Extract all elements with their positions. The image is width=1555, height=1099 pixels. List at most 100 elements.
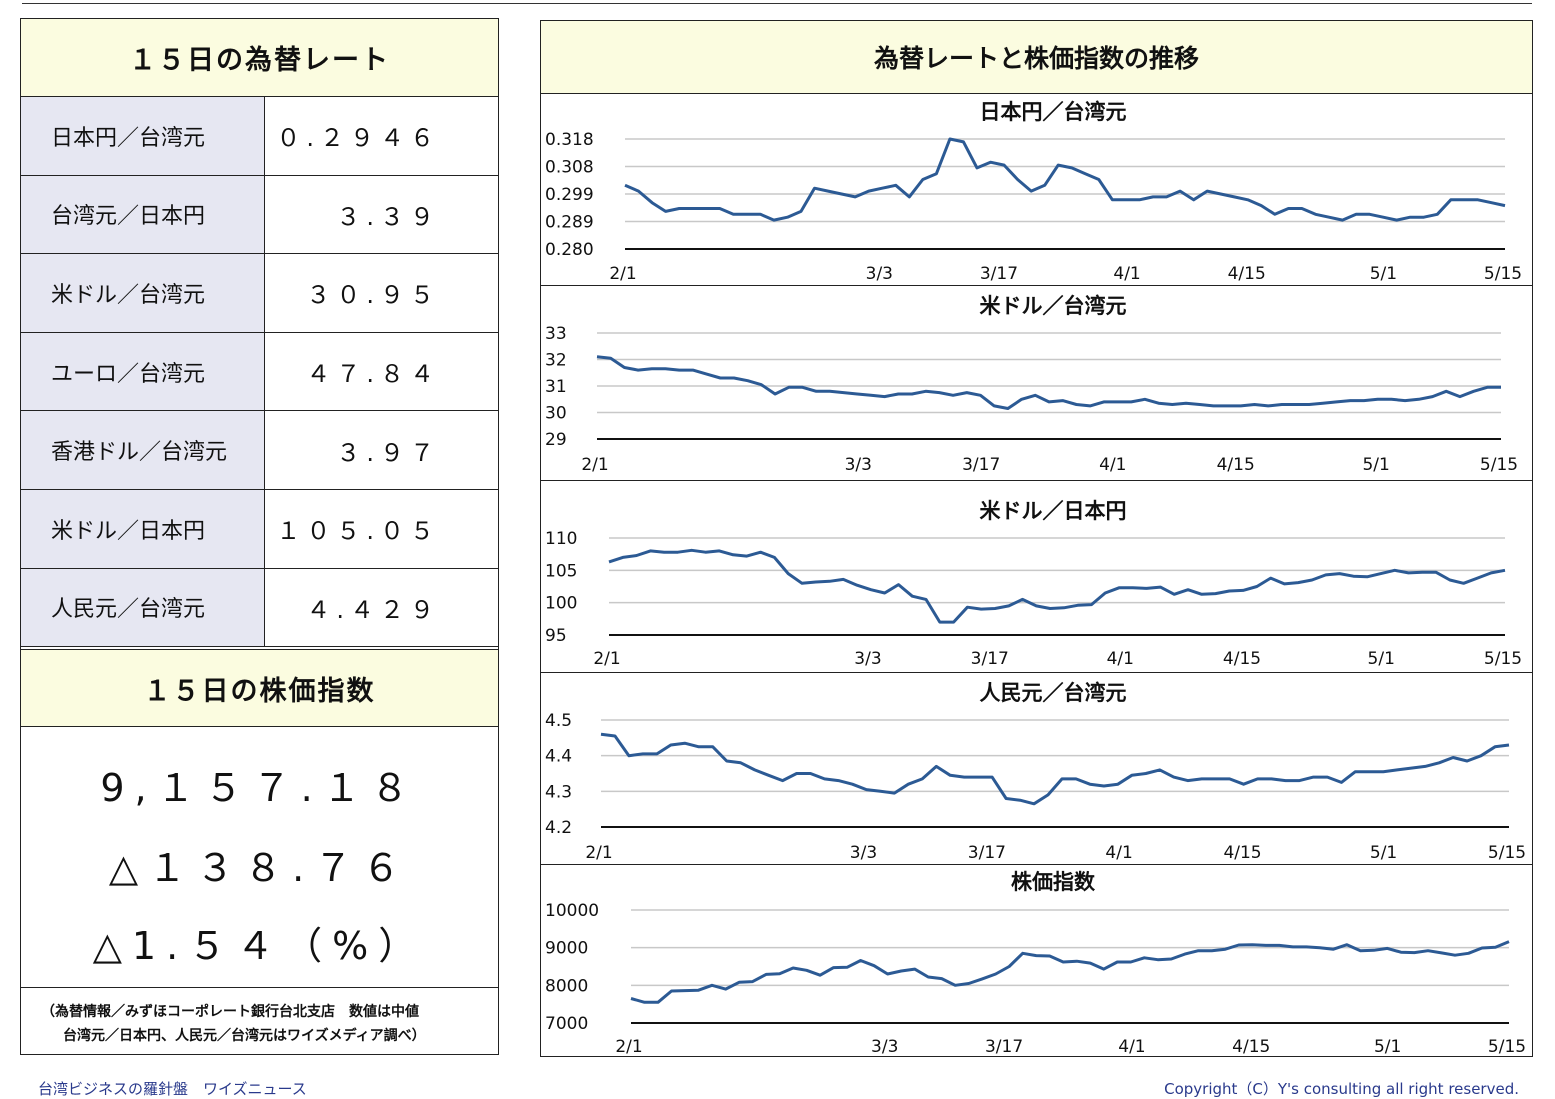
- series-line: [596, 355, 1501, 410]
- stock-title: １５日の株価指数: [21, 649, 498, 727]
- x-tick-label: 3/17: [980, 264, 1018, 284]
- charts-svg: 日本円／台湾元 0.318 0.308 0.299 0.289 0.280 2/1 3/3 3/…: [545, 100, 1526, 1057]
- x-tick-label: 4/1: [1107, 649, 1134, 669]
- x-tick-label: 4/1: [1099, 455, 1126, 475]
- x-tick-label: 3/3: [850, 843, 877, 863]
- rate-value: ３.９７: [336, 438, 440, 467]
- rate-row: 米ドル／台湾元 ３０.９５: [21, 254, 498, 333]
- y-tick-label: 33: [545, 324, 567, 344]
- rates-title: １５日の為替レート: [21, 19, 498, 97]
- rate-label: 台湾元／日本円: [21, 175, 265, 254]
- stock-index-value: 9,１５７.１８: [100, 766, 419, 810]
- y-tick-label: 31: [545, 377, 567, 397]
- y-tick-label: 32: [545, 351, 567, 371]
- x-tick-label: 4/15: [1217, 455, 1255, 475]
- x-tick-label: 4/1: [1105, 843, 1132, 863]
- source-divider: [21, 987, 498, 988]
- y-tick-label: 4.3: [545, 782, 572, 802]
- x-tick-label: 5/1: [1370, 843, 1397, 863]
- x-tick-label: 3/3: [871, 1037, 898, 1057]
- y-tick-label: 10000: [545, 901, 599, 921]
- x-tick-label: 5/15: [1488, 843, 1526, 863]
- x-tick-label: 5/1: [1370, 264, 1397, 284]
- rate-value: ３０.９５: [306, 281, 440, 310]
- x-tick-label: 3/17: [971, 649, 1009, 669]
- x-tick-label: 4/15: [1223, 843, 1261, 863]
- chart-title: 人民元／台湾元: [980, 681, 1127, 705]
- y-tick-label: 95: [545, 626, 567, 646]
- x-tick-label: 5/15: [1488, 1037, 1526, 1057]
- stock-change-percent: △1.５４（%）: [92, 924, 427, 968]
- rate-row: 人民元／台湾元 ４.４２９: [21, 568, 498, 648]
- x-tick-label: 4/1: [1118, 1037, 1145, 1057]
- y-tick-label: 0.289: [545, 213, 594, 233]
- chart-title: 日本円／台湾元: [980, 100, 1127, 124]
- chart-title: 米ドル／台湾元: [980, 294, 1127, 318]
- chart-divider: [541, 864, 1532, 865]
- rate-label: 米ドル／台湾元: [21, 254, 265, 332]
- x-tick-label: 5/15: [1484, 649, 1522, 669]
- rate-value: １０５.０５: [276, 517, 440, 546]
- rate-row: ユーロ／台湾元 ４７.８４: [21, 332, 498, 412]
- series-line: [608, 548, 1506, 624]
- y-tick-label: 30: [545, 404, 567, 424]
- footer-brand: 台湾ビジネスの羅針盤 ワイズニュース: [38, 1080, 307, 1098]
- y-tick-label: 8000: [545, 976, 588, 996]
- chart-title: 株価指数: [1011, 870, 1096, 894]
- y-tick-label: 29: [545, 430, 567, 450]
- rate-label: 日本円／台湾元: [21, 97, 265, 175]
- source-note-line1: （為替情報／みずほコーポレート銀行台北支店 数値は中値: [41, 1004, 419, 1020]
- rate-label: 人民元／台湾元: [21, 568, 265, 647]
- rate-row: 米ドル／日本円 １０５.０５: [21, 490, 498, 569]
- left-panel: １５日の為替レート 日本円／台湾元 ０.２９４６ 台湾元／日本円 ３.３９ 米ド…: [20, 18, 499, 1055]
- rate-row: 日本円／台湾元 ０.２９４６: [21, 97, 498, 176]
- x-tick-label: 2/1: [585, 843, 612, 863]
- y-tick-label: 4.5: [545, 711, 572, 731]
- rate-value: ４７.８４: [306, 360, 440, 389]
- x-tick-label: 5/15: [1480, 455, 1518, 475]
- y-tick-label: 4.4: [545, 747, 572, 767]
- x-tick-label: 4/15: [1228, 264, 1266, 284]
- y-tick-label: 9000: [545, 939, 588, 959]
- series-line: [600, 732, 1510, 806]
- x-tick-label: 5/1: [1374, 1037, 1401, 1057]
- y-tick-label: 0.308: [545, 158, 594, 178]
- rate-label: 香港ドル／台湾元: [21, 411, 265, 489]
- x-tick-label: 4/15: [1223, 649, 1261, 669]
- y-tick-label: 105: [545, 561, 577, 581]
- x-tick-label: 4/15: [1232, 1037, 1270, 1057]
- chart-divider: [541, 480, 1532, 481]
- x-tick-label: 5/15: [1484, 264, 1522, 284]
- rate-row: 香港ドル／台湾元 ３.９７: [21, 411, 498, 490]
- x-tick-label: 3/17: [962, 455, 1000, 475]
- chart-title: 米ドル／日本円: [980, 499, 1127, 523]
- x-tick-label: 2/1: [609, 264, 636, 284]
- chart-divider: [541, 672, 1532, 673]
- charts-title: 為替レートと株価指数の推移: [541, 21, 1532, 94]
- x-tick-label: 3/17: [985, 1037, 1023, 1057]
- stock-change-value: △１３８.７６: [108, 846, 411, 890]
- y-tick-label: 100: [545, 594, 577, 614]
- y-tick-label: 0.299: [545, 185, 594, 205]
- x-tick-label: 4/1: [1113, 264, 1140, 284]
- y-tick-label: 7000: [545, 1014, 588, 1034]
- rate-value: ０.２９４６: [276, 124, 440, 153]
- series-line: [624, 137, 1506, 222]
- x-tick-label: 2/1: [581, 455, 608, 475]
- x-tick-label: 2/1: [615, 1037, 642, 1057]
- x-tick-label: 3/3: [845, 455, 872, 475]
- x-tick-label: 3/3: [866, 264, 893, 284]
- x-tick-label: 3/3: [854, 649, 881, 669]
- y-tick-label: 110: [545, 529, 577, 549]
- series-line: [630, 940, 1510, 1004]
- rate-row: 台湾元／日本円 ３.３９: [21, 175, 498, 255]
- y-tick-label: 0.280: [545, 240, 594, 260]
- rate-label: 米ドル／日本円: [21, 490, 265, 568]
- x-tick-label: 5/1: [1368, 649, 1395, 669]
- y-tick-label: 0.318: [545, 130, 594, 150]
- x-tick-label: 5/1: [1362, 455, 1389, 475]
- source-note-line2: 台湾元／日本円、人民元／台湾元はワイズメディア調べ）: [63, 1028, 426, 1044]
- rate-value: ３.３９: [336, 202, 440, 231]
- right-panel: 為替レートと株価指数の推移 日本円／台湾元 0.318 0.308 0.299 0.28…: [540, 20, 1533, 1057]
- chart-divider: [541, 285, 1532, 286]
